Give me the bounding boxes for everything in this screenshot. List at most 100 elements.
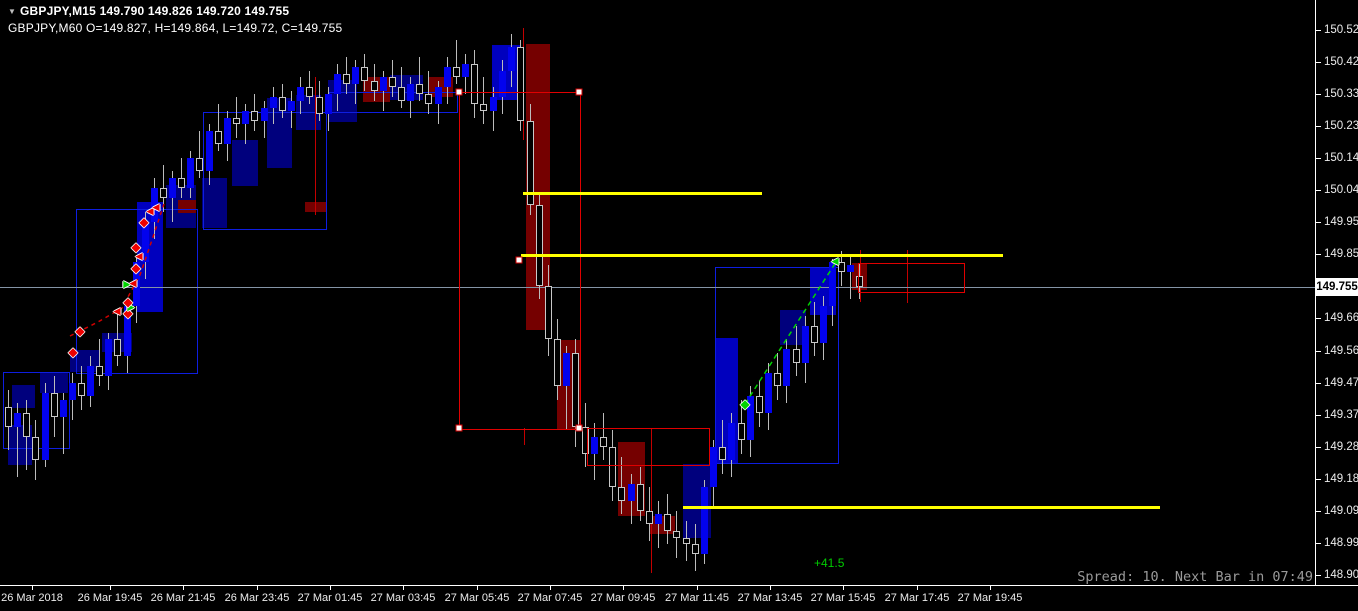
candle-wick	[181, 157, 182, 199]
candle-body	[628, 483, 635, 501]
chevron-down-icon[interactable]: ▼	[8, 7, 16, 16]
time-tick	[183, 586, 184, 590]
selection-handle[interactable]	[455, 88, 463, 96]
red-zone-box[interactable]	[587, 428, 710, 466]
green-arrow-marker[interactable]: ◆	[740, 397, 750, 411]
m60-candle-block	[328, 79, 357, 122]
candle-wick	[17, 403, 18, 478]
time-tick-label: 27 Mar 09:45	[590, 592, 656, 604]
candle-wick	[566, 346, 567, 431]
red-arrow-marker[interactable]: ◆	[131, 240, 141, 254]
time-axis-line	[0, 585, 1358, 586]
selection-handle[interactable]	[575, 424, 583, 432]
yellow-level-line[interactable]	[683, 506, 1160, 509]
candle-body	[793, 349, 800, 363]
red-zone-box[interactable]	[459, 92, 581, 431]
time-tick	[623, 586, 624, 590]
time-tick	[550, 586, 551, 590]
time-tick	[770, 586, 771, 590]
candle-body	[847, 265, 854, 273]
candle-body	[710, 446, 717, 488]
price-tick-label: 150.330	[1324, 88, 1358, 100]
red-triangle-marker[interactable]: ◄	[111, 304, 123, 318]
red-triangle-marker[interactable]: ◄	[144, 204, 156, 218]
candle-body	[407, 84, 414, 101]
candle-body	[32, 436, 39, 461]
candle-body	[398, 87, 405, 101]
candle-body	[60, 399, 67, 417]
red-arrow-marker[interactable]: ◆	[139, 215, 149, 229]
candle-body	[435, 87, 442, 105]
candle-body	[251, 110, 258, 121]
candle-body	[490, 97, 497, 111]
chart-canvas[interactable]: ◆ ◆ ◄ ◆ ► ◆ ► ◄ ◆ ◄ ◆ ◆ ◄ ◄ ◆ ◄	[0, 0, 1315, 585]
candle-body	[334, 73, 341, 95]
price-tick-label: 149.090	[1324, 505, 1358, 517]
candle-body	[169, 178, 176, 199]
candle-body	[5, 406, 12, 427]
red-zone-box[interactable]	[858, 263, 965, 293]
red-triangle-marker[interactable]: ◄	[133, 249, 145, 263]
candle-body	[728, 423, 735, 461]
candle-body	[206, 131, 213, 172]
selection-handle[interactable]	[515, 256, 523, 264]
candle-body	[563, 352, 570, 387]
red-triangle-marker[interactable]: ◄	[150, 200, 162, 214]
selection-handle[interactable]	[575, 88, 583, 96]
m60-candle-block	[492, 45, 521, 101]
time-tick-label: 26 Mar 23:45	[224, 592, 290, 604]
candle-body	[545, 285, 552, 340]
red-arrow-marker[interactable]: ◆	[68, 345, 78, 359]
candle-wick	[383, 70, 384, 111]
time-tick	[257, 586, 258, 590]
price-tick	[1316, 254, 1321, 255]
price-tick-label: 150.140	[1324, 152, 1358, 164]
candle-body	[380, 77, 387, 91]
candle-body	[160, 188, 167, 199]
candle-body	[609, 446, 616, 488]
candle-body	[646, 510, 653, 525]
green-triangle-marker[interactable]: ◄	[829, 254, 841, 268]
red-vline	[315, 77, 316, 215]
blue-range-box[interactable]	[203, 111, 327, 230]
candle-wick	[99, 339, 100, 387]
green-arrow-marker[interactable]: ►	[121, 277, 133, 291]
time-tick-label: 26 Mar 21:45	[150, 592, 216, 604]
selection-handle[interactable]	[455, 424, 463, 432]
red-arrow-marker[interactable]: ◆	[123, 306, 133, 320]
red-arrow-marker[interactable]: ◆	[131, 261, 141, 275]
candle-body	[783, 349, 790, 387]
candle-body	[838, 262, 845, 273]
yellow-level-line[interactable]	[521, 254, 1003, 257]
green-arrow-marker[interactable]: ►	[125, 300, 137, 314]
time-tick-label: 27 Mar 13:45	[737, 592, 803, 604]
candle-body	[96, 366, 103, 377]
yellow-level-line[interactable]	[523, 192, 762, 195]
time-tick	[917, 586, 918, 590]
time-tick-label: 27 Mar 19:45	[957, 592, 1023, 604]
candle-body	[527, 120, 534, 205]
red-arrow-marker[interactable]: ◆	[75, 324, 85, 338]
candle-body	[297, 87, 304, 101]
candle-body	[517, 47, 524, 121]
price-tick	[1316, 126, 1321, 127]
price-tick	[1316, 415, 1321, 416]
spread-status-text: Spread: 10. Next Bar in 07:49	[1077, 569, 1313, 585]
candle-wick	[428, 70, 429, 115]
red-vline	[524, 428, 525, 445]
red-triangle-marker[interactable]: ◄	[127, 276, 139, 290]
time-tick	[110, 586, 111, 590]
candle-body	[692, 544, 699, 555]
red-arrow-marker[interactable]: ◆	[123, 295, 133, 309]
candle-body	[618, 487, 625, 501]
candle-wick	[63, 393, 64, 454]
candle-body	[811, 325, 818, 343]
price-tick	[1316, 575, 1321, 576]
candle-body	[51, 393, 58, 417]
candle-body	[738, 423, 745, 441]
candle-body	[701, 487, 708, 555]
m60-candle-block	[305, 201, 327, 212]
current-price-line	[0, 287, 1315, 288]
candle-body	[416, 84, 423, 95]
candle-body	[306, 87, 313, 98]
